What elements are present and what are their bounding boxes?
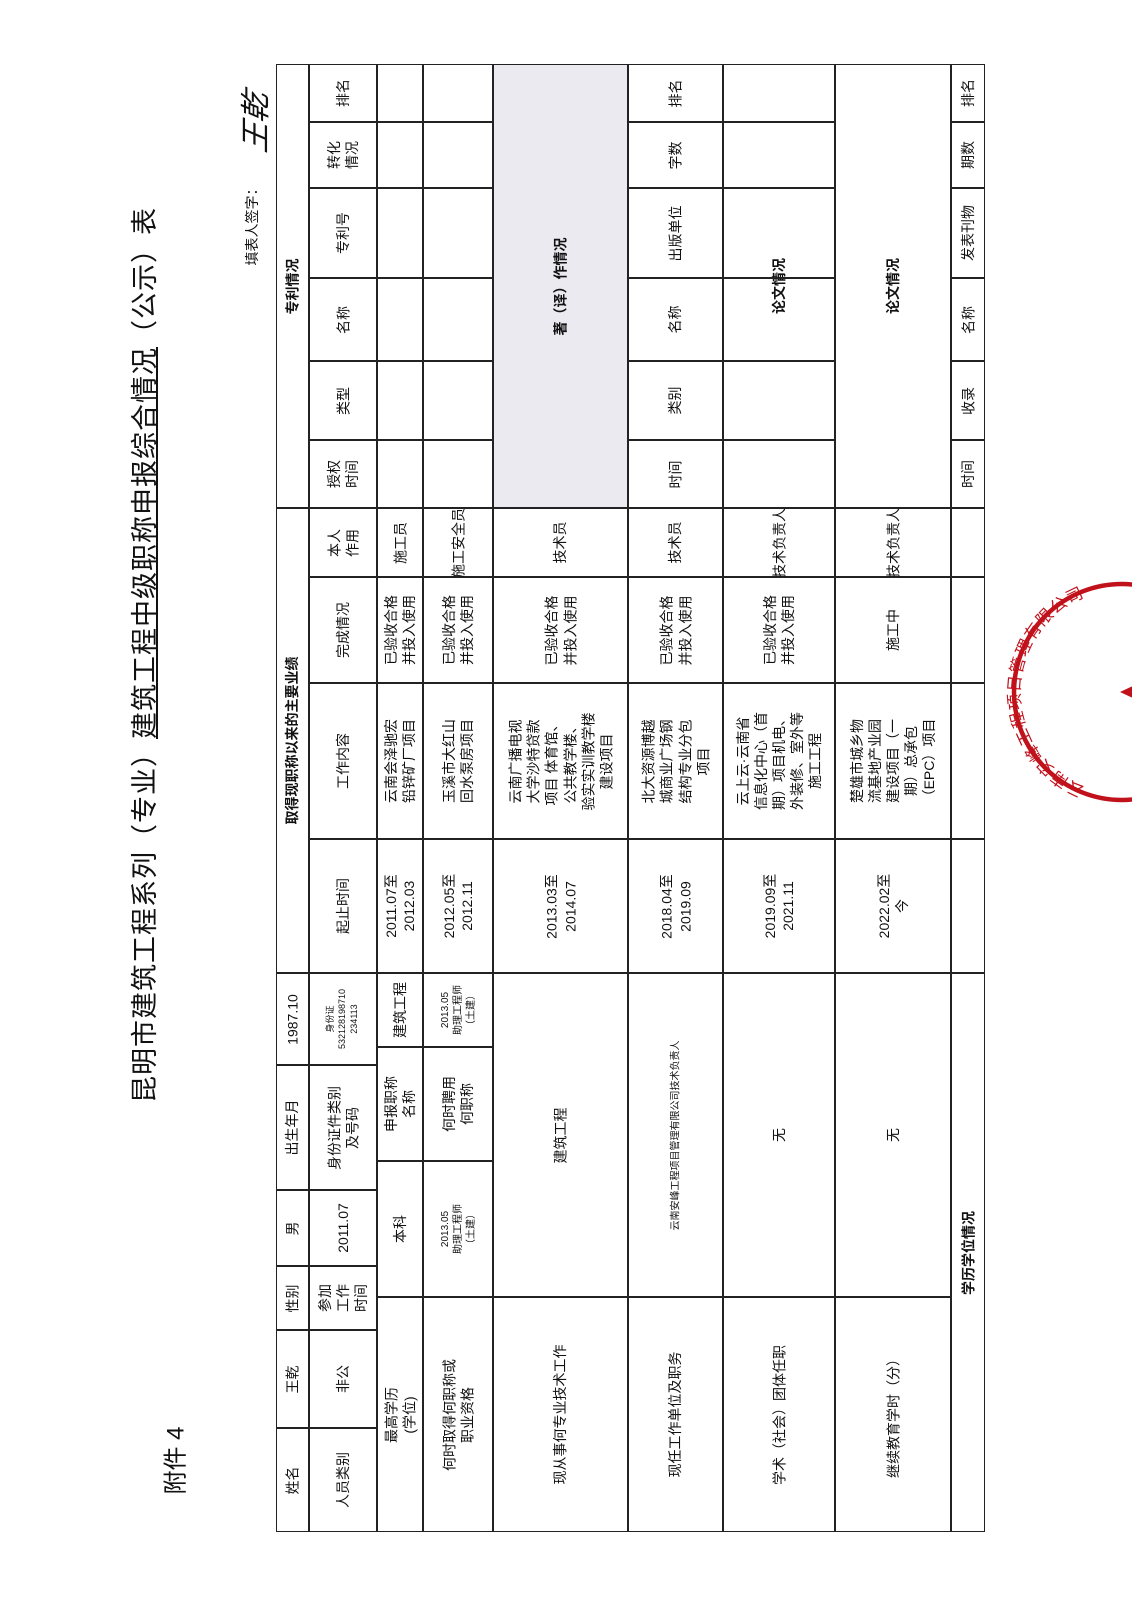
svg-text:云南安峰工程项目管理有限公司: 云南安峰工程项目管理有限公司	[1006, 584, 1087, 800]
